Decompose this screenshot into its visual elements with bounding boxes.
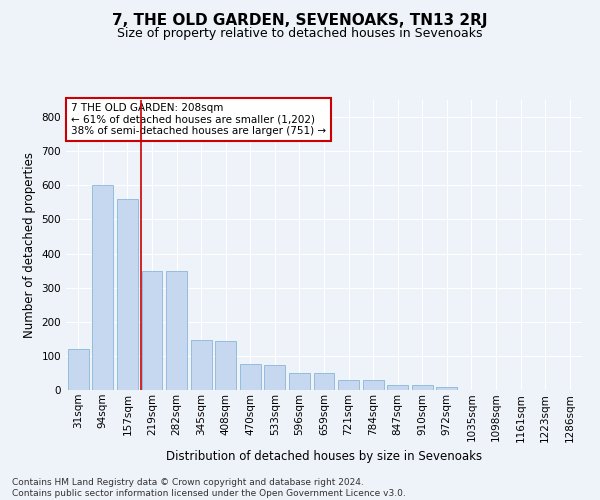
Bar [289,373,310,390]
Bar [117,199,138,390]
Bar [191,340,212,390]
Bar [412,385,433,390]
Bar [215,340,236,390]
Bar [338,380,359,390]
Bar [142,270,163,390]
Bar [387,385,408,390]
Bar [265,366,286,390]
X-axis label: Distribution of detached houses by size in Sevenoaks: Distribution of detached houses by size … [166,450,482,463]
Y-axis label: Number of detached properties: Number of detached properties [23,152,36,338]
Text: 7 THE OLD GARDEN: 208sqm
← 61% of detached houses are smaller (1,202)
38% of sem: 7 THE OLD GARDEN: 208sqm ← 61% of detach… [71,103,326,136]
Text: Contains HM Land Registry data © Crown copyright and database right 2024.
Contai: Contains HM Land Registry data © Crown c… [12,478,406,498]
Bar [92,186,113,390]
Bar [314,373,334,390]
Bar [240,364,261,390]
Text: 7, THE OLD GARDEN, SEVENOAKS, TN13 2RJ: 7, THE OLD GARDEN, SEVENOAKS, TN13 2RJ [112,12,488,28]
Bar [68,349,89,390]
Bar [436,388,457,390]
Bar [166,272,187,390]
Bar [362,380,383,390]
Text: Size of property relative to detached houses in Sevenoaks: Size of property relative to detached ho… [117,28,483,40]
